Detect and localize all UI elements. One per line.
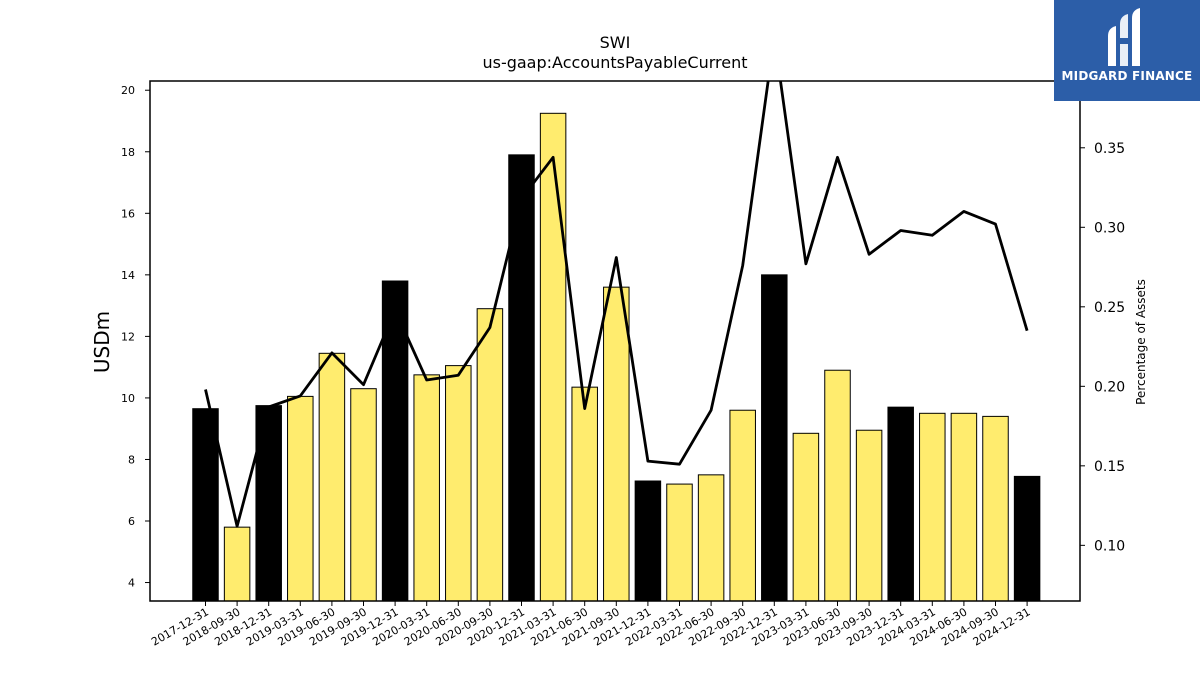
logo-mark-icon (1108, 8, 1140, 66)
y-tick-label-left: 10 (121, 392, 135, 405)
bar (413, 374, 440, 601)
y-tick-label-right: 0.15 (1094, 459, 1125, 475)
bar (223, 526, 251, 601)
bar (603, 286, 630, 601)
line-layer (204, 81, 1029, 528)
y-tick-label-right: 0.35 (1094, 141, 1125, 157)
bar (824, 369, 851, 601)
bar (634, 480, 662, 601)
y-tick-label-left: 20 (121, 84, 135, 97)
bar (255, 405, 282, 601)
chart-subtitle: us-gaap:AccountsPayableCurrent (482, 53, 747, 72)
bar (887, 406, 914, 601)
bar (1013, 475, 1041, 601)
series-line (204, 81, 1029, 528)
bar (287, 395, 314, 601)
y-tick-label-right: 0.25 (1094, 300, 1125, 316)
bar (950, 412, 978, 601)
y-axis-label-right: Percentage of Assets (1134, 279, 1148, 405)
bar (666, 483, 693, 601)
bar (729, 409, 756, 601)
bar (476, 308, 504, 601)
y-tick-label-left: 12 (121, 330, 135, 343)
y-tick-label-right: 0.30 (1094, 220, 1125, 236)
bar (982, 415, 1009, 601)
logo-text: MIDGARD FINANCE (1061, 69, 1193, 83)
bar (381, 280, 409, 601)
bar (792, 432, 820, 601)
bar (761, 274, 788, 601)
bars-layer (192, 112, 1041, 601)
y-axis-label-left: USDm (90, 311, 114, 373)
plot-frame (149, 80, 1081, 602)
y-tick-label-left: 8 (128, 453, 135, 466)
y-tick-label-left: 14 (121, 269, 135, 282)
y-tick-label-right: 0.10 (1094, 538, 1125, 554)
bar (919, 412, 946, 601)
bar (445, 365, 472, 601)
bar (539, 112, 567, 601)
bar (192, 408, 219, 601)
bar (697, 474, 725, 601)
midgard-finance-logo: MIDGARD FINANCE (1054, 0, 1200, 101)
y-tick-label-left: 4 (128, 577, 135, 590)
bar (350, 388, 377, 601)
y-tick-label-left: 6 (128, 515, 135, 528)
bar (571, 386, 598, 601)
y-tick-label-left: 16 (121, 207, 135, 220)
bar (508, 154, 535, 601)
chart-title: SWI (600, 33, 631, 52)
bar (318, 352, 346, 601)
y-tick-label-right: 0.20 (1094, 379, 1125, 395)
y-tick-label-left: 18 (121, 146, 135, 159)
bar (855, 429, 883, 601)
